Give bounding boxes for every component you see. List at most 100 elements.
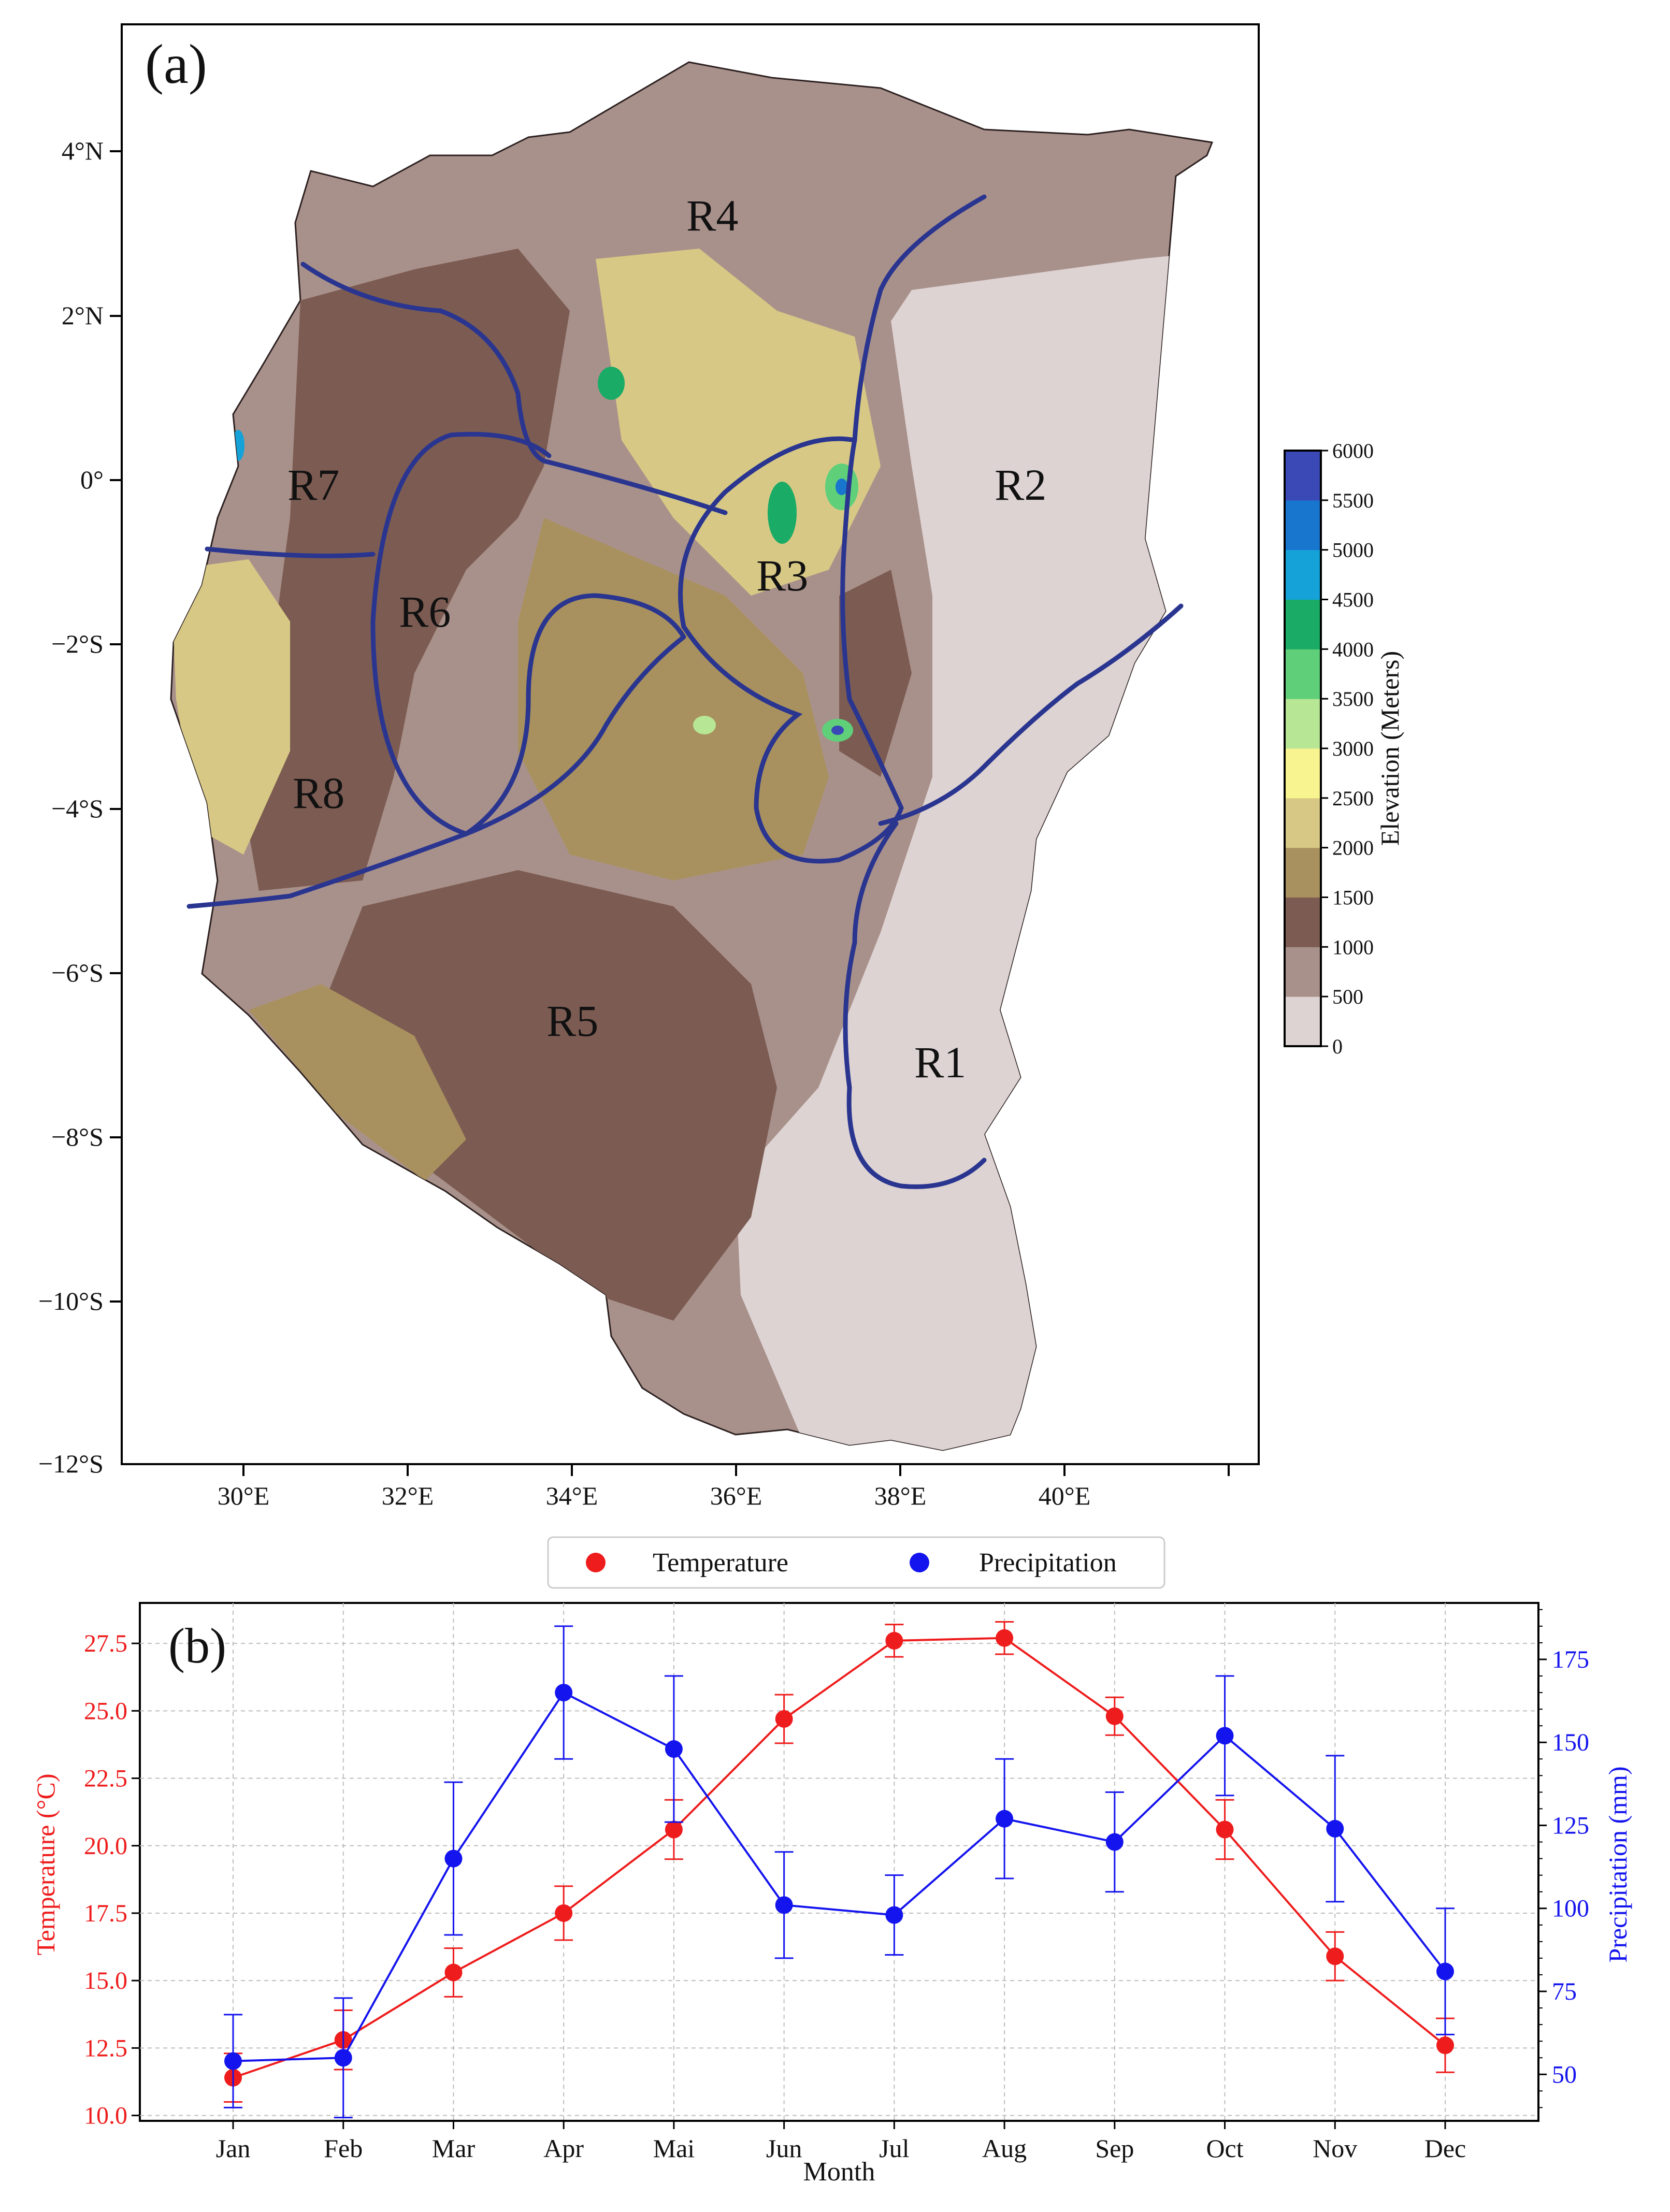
temperature-point <box>555 1904 573 1922</box>
legend-marker-temperature <box>586 1553 606 1572</box>
temperature-point <box>1326 1947 1344 1965</box>
peak-elgon <box>598 367 625 400</box>
colorbar-band <box>1285 599 1321 649</box>
boundary-r7-north <box>300 262 728 515</box>
precipitation-point <box>555 1684 573 1702</box>
y-right-tick-label: 125 <box>1552 1812 1589 1839</box>
highland-zone-central <box>518 518 829 880</box>
boundary-r1-loop <box>843 821 987 1189</box>
colorbar-band <box>1285 748 1321 799</box>
temperature-line <box>233 1637 1446 2079</box>
lat-tick-label: −6°S <box>51 958 104 987</box>
lon-tick-label: 30°E <box>218 1481 270 1510</box>
lat-tick-label: −10°S <box>38 1286 104 1315</box>
precipitation-point <box>996 1810 1014 1828</box>
temperature-point <box>996 1629 1014 1647</box>
x-axis-label: Month <box>803 2157 875 2187</box>
precipitation-point <box>334 2049 352 2067</box>
lat-tick-label: −12°S <box>38 1449 104 1478</box>
y-left-tick-label: 27.5 <box>84 1630 127 1657</box>
precipitation-point <box>224 2052 242 2070</box>
highland-zone-southwest <box>249 984 466 1181</box>
colorbar-tick-label: 5000 <box>1332 539 1374 562</box>
lon-tick-label: 34°E <box>546 1481 598 1510</box>
colorbar-band <box>1285 649 1321 699</box>
y-left-tick-label: 22.5 <box>84 1765 127 1792</box>
precipitation-point <box>665 1740 683 1758</box>
colorbar-tick-label: 500 <box>1332 985 1363 1008</box>
legend-label-temperature: Temperature <box>653 1548 788 1578</box>
peak-mount-kenya-core <box>836 479 848 495</box>
colorbar-tick-label: 3000 <box>1332 737 1374 760</box>
y-right-tick-label: 175 <box>1552 1646 1589 1673</box>
colorbar-tick-label: 5500 <box>1332 489 1374 512</box>
colorbar-band <box>1285 947 1321 997</box>
plateau-zone-west <box>171 559 290 855</box>
colorbar-tick-label: 0 <box>1332 1035 1343 1058</box>
temperature-point <box>444 1963 463 1982</box>
boundary-r7-r8 <box>205 546 376 558</box>
colorbar-label: Elevation (Meters) <box>1375 651 1404 846</box>
colorbar-band <box>1285 550 1321 600</box>
y-left-tick-label: 17.5 <box>84 1900 127 1927</box>
region-label-r5: R5 <box>546 996 598 1046</box>
x-tick-label: Oct <box>1206 2134 1243 2163</box>
boundary-r2-r1 <box>878 603 1184 826</box>
elevation-colorbar: 6000550050004500400035003000250020001500… <box>1284 439 1404 1058</box>
y-left-tick-label: 12.5 <box>84 2034 127 2062</box>
y-axis-label-right: Precipitation (mm) <box>1603 1766 1632 1962</box>
colorbar-tick-label: 3500 <box>1332 687 1374 711</box>
highland-zone-south <box>311 870 777 1321</box>
lon-tick-label: 38°E <box>874 1481 927 1510</box>
colorbar-band <box>1285 500 1321 551</box>
x-tick-label: Jun <box>766 2134 802 2163</box>
precipitation-point <box>1436 1962 1454 1980</box>
legend-marker-precipitation <box>910 1553 929 1572</box>
y-axis-label-left: Temperature (°C) <box>31 1773 60 1955</box>
highland-zone-eastern-arc <box>839 570 912 777</box>
colorbar-band <box>1285 847 1321 898</box>
lat-tick-label: −8°S <box>51 1122 104 1151</box>
x-tick-label: Nov <box>1313 2134 1357 2163</box>
region-label-r8: R8 <box>293 768 344 818</box>
colorbar-tick-label: 4000 <box>1332 638 1374 661</box>
lat-tick-label: −4°S <box>51 794 104 823</box>
region-label-r3: R3 <box>756 551 808 600</box>
y-right-tick-label: 150 <box>1552 1729 1589 1756</box>
boundary-r2-north <box>852 194 987 443</box>
x-tick-label: Dec <box>1424 2134 1466 2163</box>
x-tick-label: Feb <box>324 2134 363 2163</box>
region-label-r7: R7 <box>287 460 339 510</box>
colorbar-tick-label: 1000 <box>1332 935 1374 959</box>
y-right-tick-label: 50 <box>1552 2061 1577 2088</box>
colorbar-tick-label: 2000 <box>1332 836 1374 860</box>
temperature-point <box>885 1631 903 1650</box>
colorbar-band <box>1285 996 1321 1047</box>
boundary-r6-loop <box>370 431 686 836</box>
precipitation-point <box>1326 1819 1344 1838</box>
panel-b-label: (b) <box>168 1618 226 1673</box>
y-left-tick-label: 20.0 <box>84 1832 127 1860</box>
boundary-r8-r5 <box>186 634 686 909</box>
y-right-tick-label: 100 <box>1552 1895 1589 1922</box>
longitude-axis: 30°E 32°E 34°E 36°E 38°E 40°E <box>218 1464 1230 1510</box>
legend-label-precipitation: Precipitation <box>979 1548 1117 1578</box>
colorbar-band <box>1285 451 1321 501</box>
region-label-r2: R2 <box>995 460 1046 510</box>
peak-aberdares <box>768 482 797 544</box>
plateau-zone-north <box>596 249 881 596</box>
peak-kilimanjaro-core <box>831 726 844 735</box>
chart-plot-frame <box>139 1602 1539 2122</box>
peak-meru <box>693 716 716 734</box>
y-right-tick-label: 75 <box>1552 1978 1577 2005</box>
chart-legend: Temperature Precipitation <box>547 1536 1165 1589</box>
colorbar-band <box>1285 699 1321 749</box>
colorbar-tick-label: 1500 <box>1332 886 1374 909</box>
region-boundaries <box>186 194 1184 1189</box>
colorbar-band <box>1285 798 1321 848</box>
lat-tick-label: −2°S <box>51 629 104 658</box>
colorbar-tick-label: 6000 <box>1332 439 1374 462</box>
legend-box <box>547 1536 1165 1589</box>
panel-a-map: R1 R2 R3 R4 R5 R6 R7 R8 (a) 4°N 2°N 0° −… <box>38 23 1404 1510</box>
